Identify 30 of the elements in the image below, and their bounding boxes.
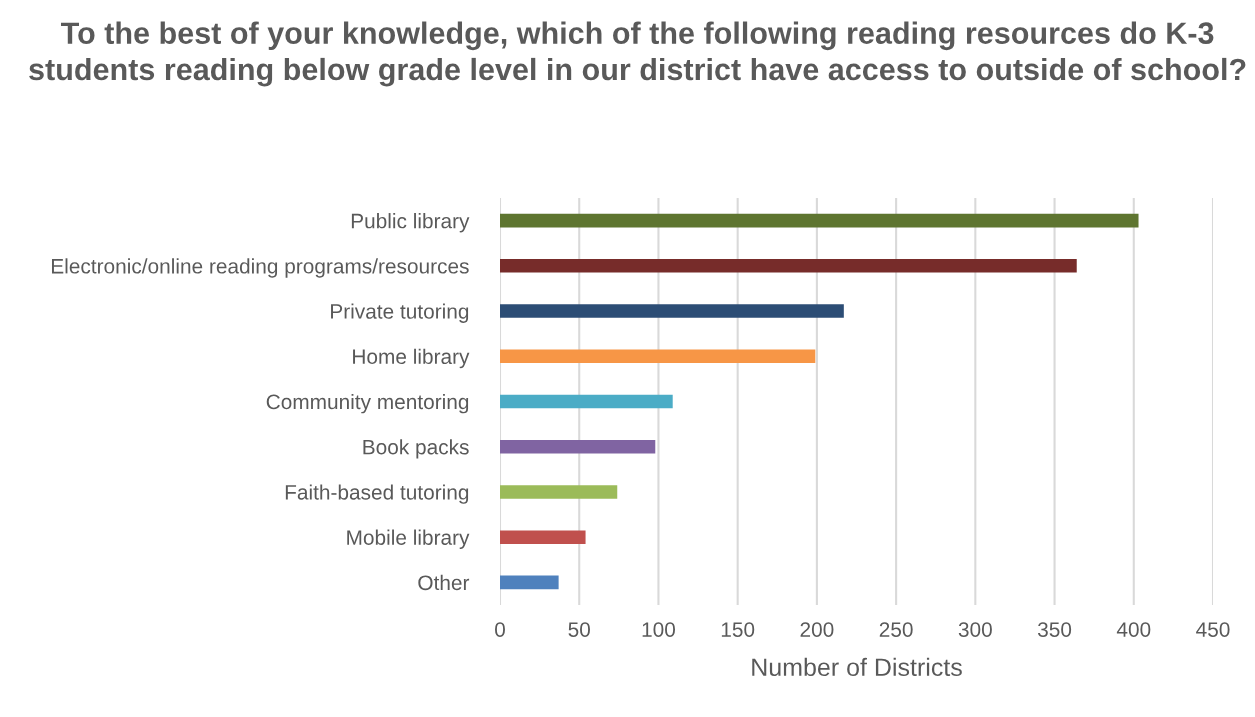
bar (500, 439, 656, 454)
bar (500, 259, 1077, 273)
y-tick-label: Community mentoring (266, 393, 469, 414)
y-tick-label: Faith-based tutoring (285, 484, 469, 504)
bar (500, 575, 559, 590)
x-tick-label: 200 (800, 622, 834, 637)
x-tick-label: 350 (1037, 622, 1072, 637)
x-tick-label: 400 (1116, 622, 1151, 637)
chart-title: To the best of your knowledge, which of the following reading resources do K-3 students reading below grade level in our district have access to outside of school? (29, 21, 1246, 87)
bar (500, 485, 618, 499)
bar (500, 349, 816, 364)
bar (500, 394, 673, 409)
y-tick-label: Book packs (363, 439, 469, 459)
x-tick-label: 150 (721, 622, 755, 637)
x-tick-label: 100 (642, 622, 676, 637)
y-tick-label: Other (418, 574, 470, 591)
bar (500, 530, 586, 544)
y-tick-label: Public library (351, 213, 470, 233)
y-tick-label: Home library (353, 348, 470, 369)
bar (500, 213, 1139, 228)
y-tick-label: Private tutoring (331, 303, 469, 323)
y-tick-label: Mobile library (347, 529, 470, 550)
x-tick-label: 50 (568, 622, 590, 637)
y-tick-label: Electronic/online reading programs/resources (51, 258, 469, 278)
bar (500, 304, 844, 318)
x-tick-label: 450 (1196, 622, 1230, 637)
x-axis-title: Number of Districts (752, 657, 962, 677)
x-tick-label: 300 (958, 622, 992, 637)
x-tick-label: 250 (879, 622, 913, 637)
x-tick-label: 0 (495, 622, 505, 637)
